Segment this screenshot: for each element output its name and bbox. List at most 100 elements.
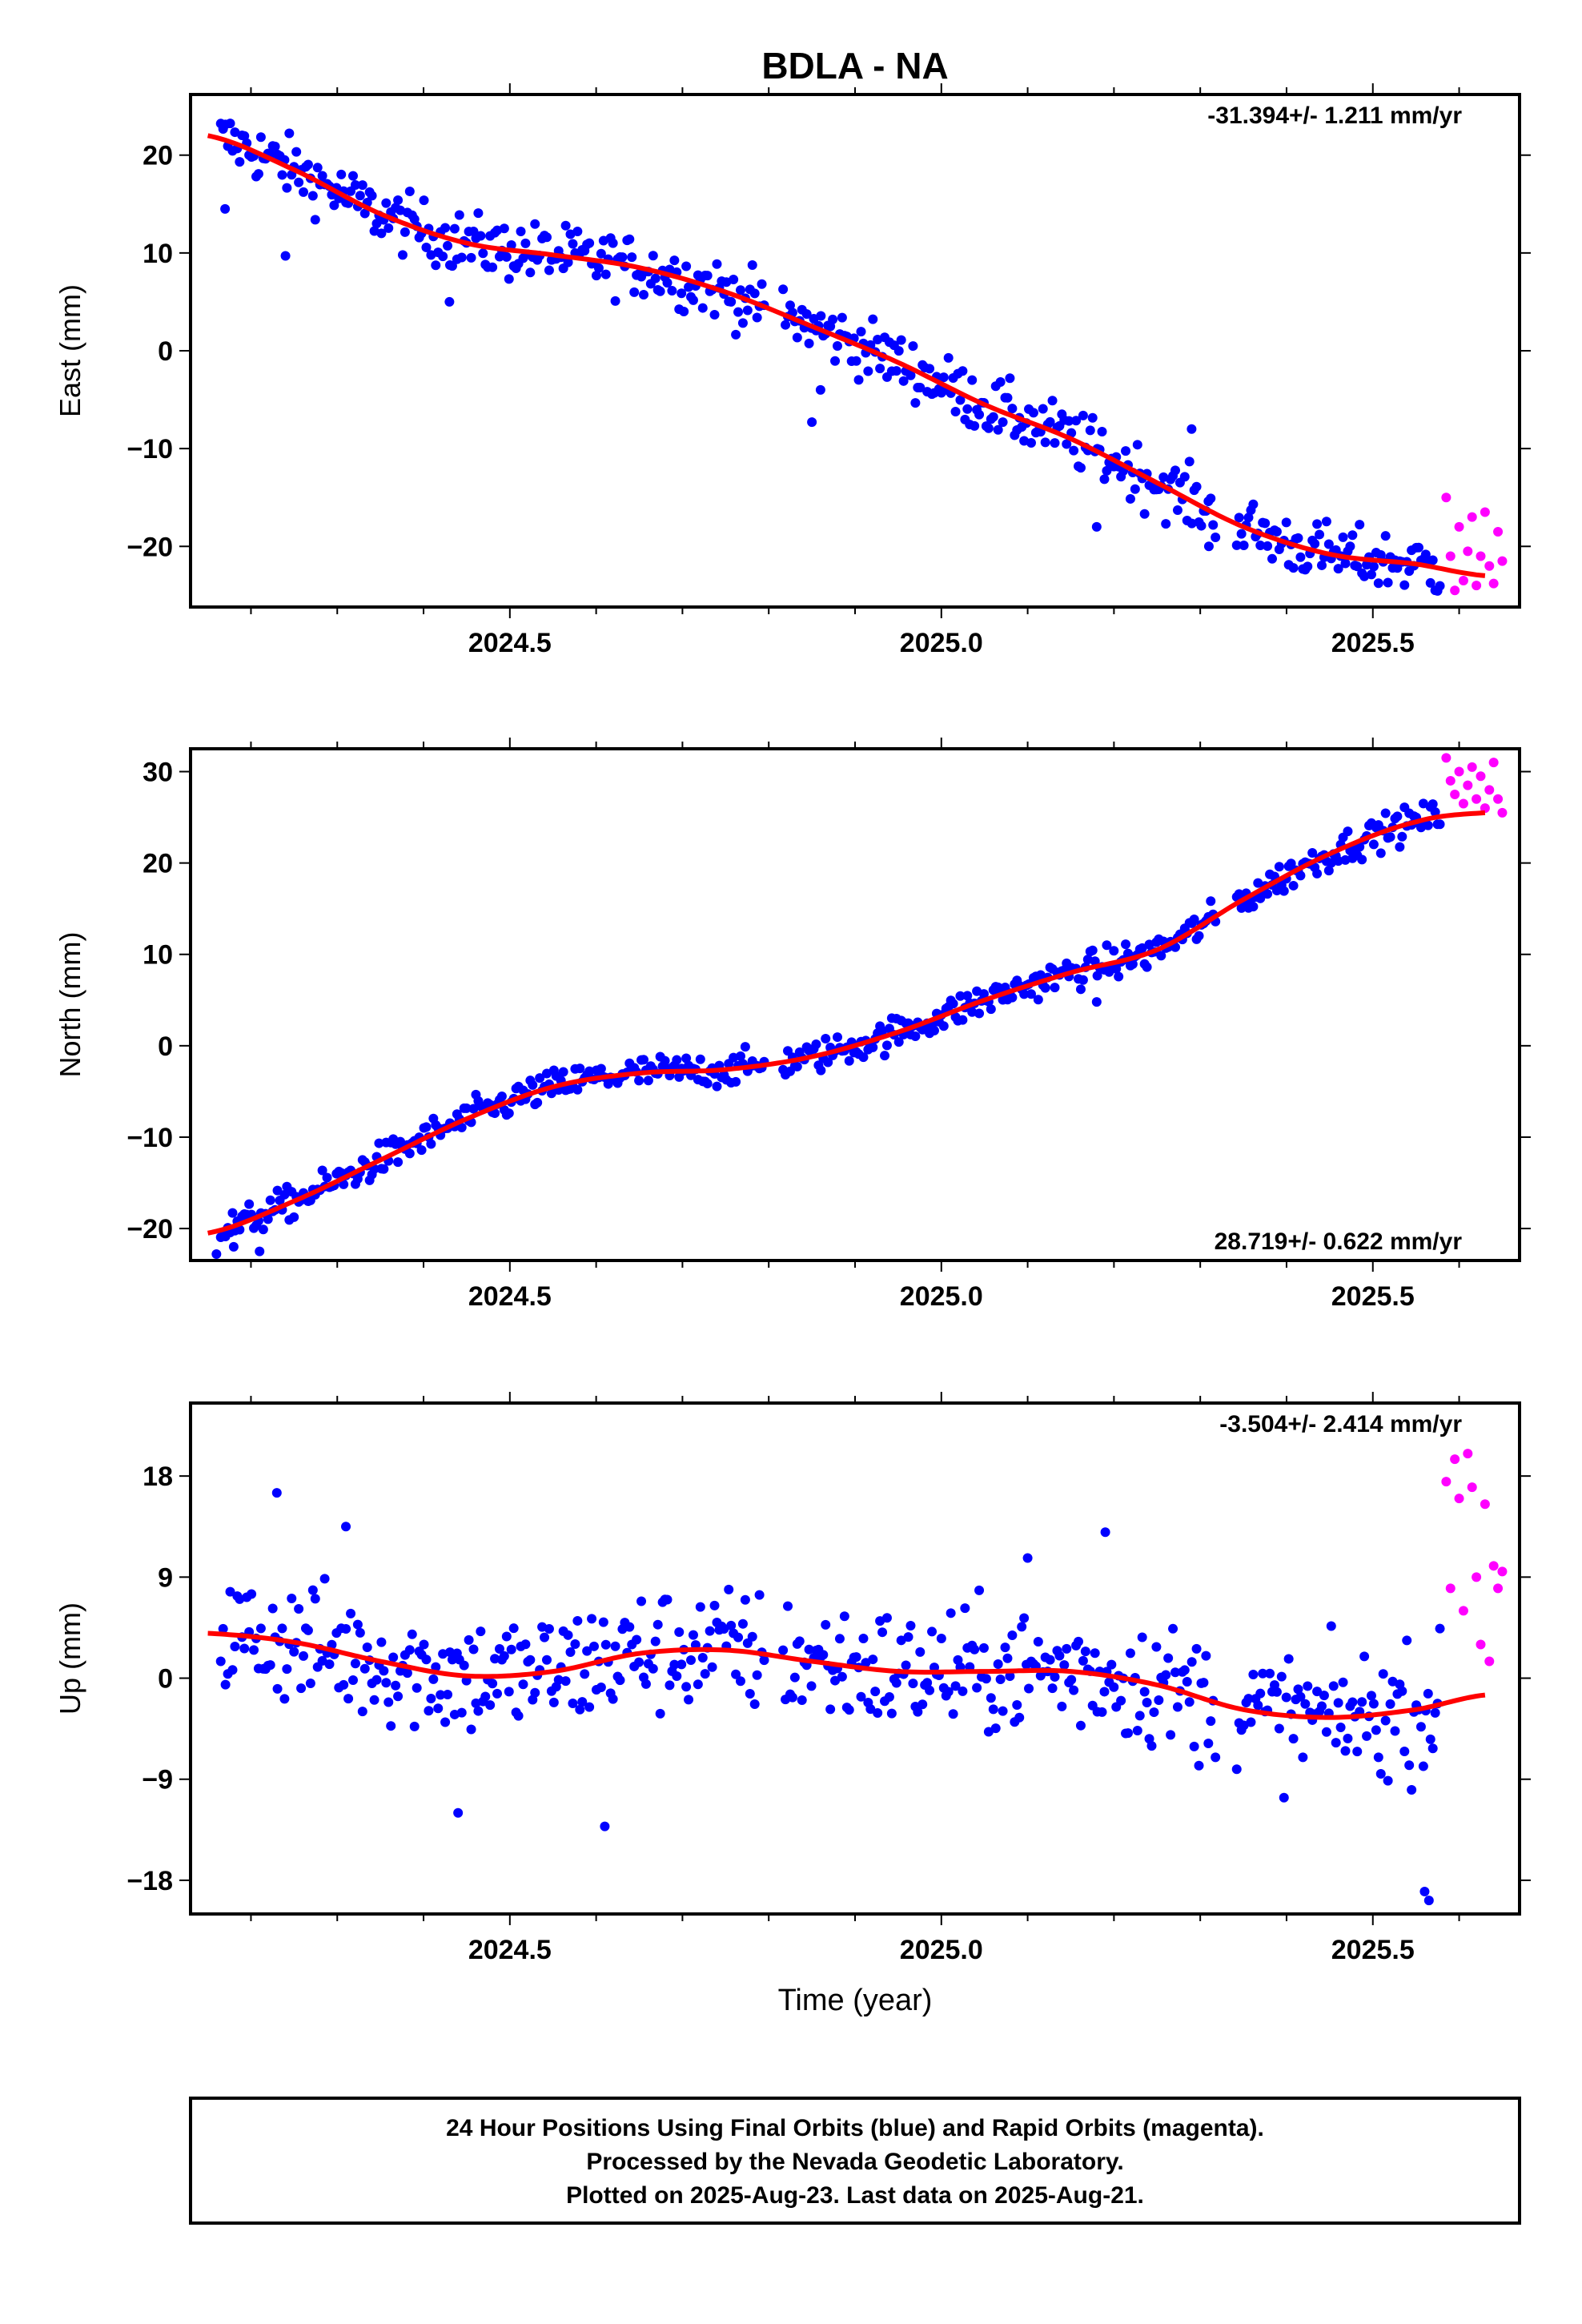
up-final-point — [652, 1619, 663, 1630]
east-final-point — [1399, 580, 1410, 590]
north-final-point — [821, 1034, 831, 1044]
up-final-point — [468, 1644, 479, 1655]
up-final-point — [596, 1683, 606, 1693]
east-final-point — [1091, 521, 1102, 532]
north-final-point — [1102, 940, 1112, 951]
footer-line-2: Processed by the Nevada Geodetic Laborat… — [586, 2149, 1123, 2175]
north-final-point — [881, 1040, 892, 1051]
east-final-point — [397, 250, 408, 260]
up-final-point — [839, 1611, 849, 1622]
east-ticks — [179, 83, 1531, 618]
east-final-point — [893, 346, 904, 356]
up-rapid-points — [1441, 1449, 1508, 1667]
north-final-point — [1092, 971, 1102, 981]
up-final-point — [731, 1669, 741, 1679]
east-final-point — [530, 219, 540, 229]
east-panel: −20 −10 0 10 20 2024.5 2025.0 2025.5 East (mm) -3… — [54, 83, 1531, 658]
up-final-point — [255, 1623, 266, 1634]
up-final-point — [466, 1724, 476, 1735]
north-final-point — [322, 1172, 332, 1183]
up-final-point — [1106, 1659, 1117, 1670]
north-final-point — [660, 1055, 670, 1066]
north-final-point — [374, 1138, 384, 1148]
north-final-point — [1137, 943, 1147, 953]
up-final-point — [655, 1708, 665, 1719]
x-tick-label: 2024.5 — [468, 1281, 552, 1312]
up-final-point — [946, 1608, 956, 1618]
east-final-point — [393, 195, 404, 205]
north-final-point — [258, 1224, 268, 1235]
up-final-point — [950, 1681, 961, 1691]
north-frame — [189, 747, 1521, 1262]
east-final-point — [655, 286, 665, 296]
up-final-point — [553, 1675, 564, 1685]
up-final-point — [998, 1706, 1008, 1716]
north-rapid-point — [1497, 807, 1508, 818]
up-final-point — [1427, 1743, 1438, 1754]
up-final-point — [319, 1574, 330, 1584]
x-tick-label: 2024.5 — [468, 628, 552, 658]
east-final-point — [875, 364, 885, 374]
east-final-point — [1321, 517, 1331, 527]
east-final-point — [1099, 474, 1110, 485]
up-final-point — [1231, 1764, 1242, 1775]
east-final-point — [371, 219, 382, 229]
up-final-point — [249, 1645, 259, 1655]
up-rapid-point — [1488, 1561, 1499, 1571]
up-final-point — [1425, 1734, 1435, 1744]
east-final-point — [1340, 558, 1351, 569]
up-final-point — [1002, 1653, 1013, 1663]
east-final-point — [270, 141, 280, 151]
up-plot-area — [207, 1449, 1508, 1906]
chart-title: BDLA - NA — [761, 45, 948, 86]
up-final-point — [424, 1706, 434, 1716]
east-final-point — [1087, 412, 1098, 423]
east-rapid-point — [1454, 521, 1464, 532]
east-final-point — [1062, 439, 1072, 449]
up-final-point — [1274, 1723, 1284, 1734]
north-rapid-point — [1467, 762, 1477, 772]
up-final-point — [1390, 1726, 1400, 1736]
up-final-point — [787, 1692, 797, 1703]
east-rapid-point — [1484, 561, 1495, 571]
up-final-point — [851, 1652, 861, 1663]
east-final-point — [988, 412, 998, 422]
up-final-point — [1005, 1671, 1015, 1682]
north-final-point — [832, 1032, 842, 1043]
north-rapid-point — [1488, 758, 1499, 768]
y-tick-label: −20 — [126, 1214, 173, 1244]
up-final-point — [1184, 1697, 1195, 1707]
up-final-point — [1371, 1725, 1381, 1735]
east-final-point — [868, 314, 878, 324]
up-final-point — [1333, 1698, 1343, 1708]
east-final-point — [560, 220, 571, 231]
east-final-point — [506, 240, 516, 251]
up-final-point — [560, 1676, 571, 1687]
north-final-point — [1111, 963, 1122, 974]
east-final-point — [856, 327, 866, 337]
east-rapid-point — [1458, 576, 1468, 586]
up-final-point — [520, 1639, 531, 1650]
east-final-point — [280, 251, 291, 261]
up-final-point — [1139, 1687, 1150, 1697]
up-final-point — [1019, 1613, 1030, 1623]
east-final-points — [215, 119, 1445, 596]
footer-box — [189, 2097, 1521, 2225]
north-final-point — [643, 1076, 653, 1086]
up-final-point — [343, 1694, 354, 1704]
up-final-point — [1149, 1707, 1159, 1718]
up-final-point — [783, 1601, 793, 1611]
east-final-point — [1132, 440, 1142, 450]
east-final-point — [572, 227, 583, 237]
up-final-point — [525, 1655, 536, 1665]
east-final-point — [419, 195, 429, 206]
up-final-point — [453, 1807, 464, 1818]
up-final-point — [436, 1690, 446, 1700]
east-final-point — [1047, 396, 1058, 406]
up-final-point — [501, 1631, 512, 1642]
north-final-point — [532, 1097, 543, 1108]
up-final-point — [347, 1675, 358, 1686]
up-final-point — [917, 1699, 928, 1710]
up-final-point — [1099, 1687, 1110, 1697]
up-final-point — [1375, 1769, 1386, 1779]
